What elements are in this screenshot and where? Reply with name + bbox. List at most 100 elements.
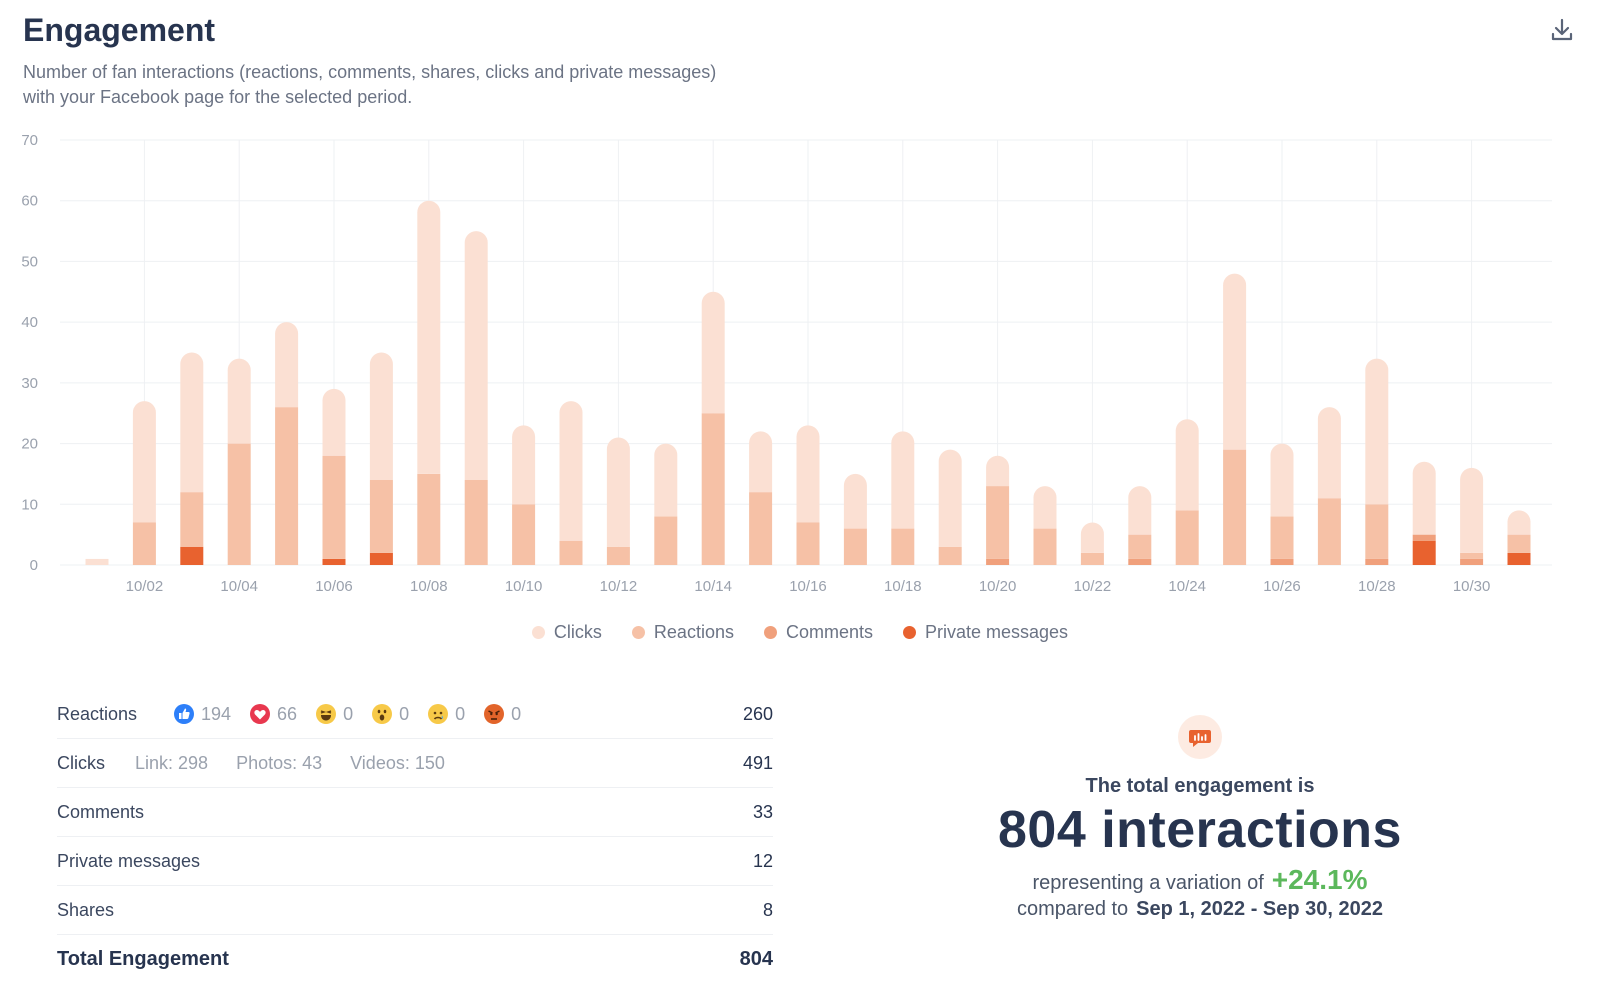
bar-reactions-10-05[interactable] xyxy=(275,407,299,565)
bar-reactions-10-27[interactable] xyxy=(1317,498,1341,565)
engagement-breakdown-table: Reactions 194 66 0 0 0 xyxy=(57,690,773,983)
bar-reactions-10-31[interactable] xyxy=(1507,534,1531,553)
bar-reactions-10-18[interactable] xyxy=(891,528,915,565)
bar-reactions-10-03[interactable] xyxy=(180,492,204,547)
bar-clicks-10-05[interactable] xyxy=(275,322,299,408)
bar-reactions-10-09[interactable] xyxy=(464,480,488,565)
bar-reactions-10-24[interactable] xyxy=(1175,510,1199,565)
x-tick-label: 10/30 xyxy=(1453,578,1491,595)
bar-clicks-10-30[interactable] xyxy=(1460,467,1484,553)
bar-comments-10-20[interactable] xyxy=(986,558,1010,565)
bar-clicks-10-15[interactable] xyxy=(749,431,773,493)
reaction-sad: 0 xyxy=(427,703,465,725)
bar-reactions-10-15[interactable] xyxy=(749,492,773,565)
bar-comments-10-28[interactable] xyxy=(1365,558,1389,565)
bar-clicks-10-13[interactable] xyxy=(654,443,678,517)
bar-reactions-10-06[interactable] xyxy=(322,455,346,559)
bar-private-messages-10-29[interactable] xyxy=(1412,540,1436,565)
bar-reactions-10-04[interactable] xyxy=(227,443,251,565)
bar-clicks-10-24[interactable] xyxy=(1175,419,1199,511)
bar-clicks-10-04[interactable] xyxy=(227,358,251,444)
bar-reactions-10-02[interactable] xyxy=(132,522,156,566)
bar-reactions-10-28[interactable] xyxy=(1365,504,1389,559)
download-icon[interactable] xyxy=(1548,16,1576,44)
comments-row: Comments 33 xyxy=(57,788,773,837)
bar-reactions-10-14[interactable] xyxy=(701,413,725,565)
bar-clicks-10-01[interactable] xyxy=(85,558,109,565)
engagement-summary: The total engagement is 804 interactions… xyxy=(850,715,1550,921)
bar-clicks-10-16[interactable] xyxy=(796,425,820,523)
clicks-breakdown: Link: 298 Photos: 43 Videos: 150 xyxy=(135,753,445,774)
bar-private-messages-10-06[interactable] xyxy=(322,558,346,565)
legend-label-reactions: Reactions xyxy=(653,622,734,642)
x-tick-label: 10/16 xyxy=(789,578,827,595)
bar-clicks-10-03[interactable] xyxy=(180,352,204,493)
bar-reactions-10-30[interactable] xyxy=(1460,552,1484,559)
reaction-like-count: 194 xyxy=(201,703,232,724)
bar-clicks-10-14[interactable] xyxy=(701,291,725,414)
bar-clicks-10-26[interactable] xyxy=(1270,443,1294,517)
bar-reactions-10-16[interactable] xyxy=(796,522,820,566)
bar-clicks-10-11[interactable] xyxy=(559,401,583,541)
reaction-wow: 0 xyxy=(371,703,409,725)
bar-clicks-10-06[interactable] xyxy=(322,388,346,456)
bar-reactions-10-22[interactable] xyxy=(1080,552,1104,565)
bar-reactions-10-20[interactable] xyxy=(986,486,1010,559)
bar-reactions-10-12[interactable] xyxy=(606,546,630,565)
legend-dot-reactions xyxy=(631,626,645,639)
bar-reactions-10-25[interactable] xyxy=(1223,449,1247,565)
x-tick-label: 10/14 xyxy=(694,578,732,595)
legend-item-private-messages[interactable]: Private messages xyxy=(903,622,1068,643)
reaction-sad-count: 0 xyxy=(455,703,466,724)
bar-private-messages-10-07[interactable] xyxy=(369,552,393,565)
bar-private-messages-10-31[interactable] xyxy=(1507,552,1531,565)
bar-clicks-10-23[interactable] xyxy=(1128,486,1152,535)
bar-clicks-10-20[interactable] xyxy=(986,455,1010,487)
bar-reactions-10-10[interactable] xyxy=(512,504,536,565)
reactions-value: 260 xyxy=(742,703,773,724)
bar-clicks-10-22[interactable] xyxy=(1080,522,1104,553)
legend-item-clicks[interactable]: Clicks xyxy=(531,622,602,643)
bar-reactions-10-11[interactable] xyxy=(559,540,583,565)
bar-reactions-10-17[interactable] xyxy=(843,528,867,565)
bar-reactions-10-21[interactable] xyxy=(1033,528,1057,565)
bar-reactions-10-23[interactable] xyxy=(1128,534,1152,559)
bar-clicks-10-27[interactable] xyxy=(1317,407,1341,499)
bar-clicks-10-17[interactable] xyxy=(843,473,867,529)
bar-private-messages-10-03[interactable] xyxy=(180,546,204,565)
legend-item-reactions[interactable]: Reactions xyxy=(631,622,734,643)
bar-comments-10-29[interactable] xyxy=(1412,534,1436,541)
bar-clicks-10-02[interactable] xyxy=(132,401,156,523)
bar-comments-10-30[interactable] xyxy=(1460,558,1484,565)
y-tick-label: 60 xyxy=(21,193,38,210)
variation-value: +24.1% xyxy=(1271,864,1368,895)
y-tick-label: 30 xyxy=(21,375,38,392)
bar-comments-10-23[interactable] xyxy=(1128,558,1152,565)
bar-clicks-10-18[interactable] xyxy=(891,431,915,529)
bar-clicks-10-25[interactable] xyxy=(1223,273,1247,450)
bar-clicks-10-28[interactable] xyxy=(1365,358,1389,505)
summary-total-interactions: 804 interactions xyxy=(998,801,1402,859)
bar-clicks-10-10[interactable] xyxy=(512,425,536,505)
wow-icon xyxy=(372,704,393,724)
bar-reactions-10-19[interactable] xyxy=(938,546,962,565)
bar-clicks-10-08[interactable] xyxy=(417,200,441,474)
bar-clicks-10-12[interactable] xyxy=(606,437,630,547)
bar-clicks-10-09[interactable] xyxy=(464,231,488,480)
bar-clicks-10-31[interactable] xyxy=(1507,510,1531,535)
bar-clicks-10-21[interactable] xyxy=(1033,486,1057,529)
reaction-breakdown: 194 66 0 0 0 0 xyxy=(173,703,521,725)
private-messages-value: 12 xyxy=(752,850,773,871)
x-tick-label: 10/12 xyxy=(600,578,638,595)
bar-clicks-10-07[interactable] xyxy=(369,352,393,481)
bar-clicks-10-29[interactable] xyxy=(1412,461,1436,535)
bar-comments-10-26[interactable] xyxy=(1270,558,1294,565)
legend-item-comments[interactable]: Comments xyxy=(763,622,873,643)
like-icon xyxy=(174,704,194,724)
bar-clicks-10-19[interactable] xyxy=(938,449,962,547)
variation-prefix: representing a variation of xyxy=(1032,872,1264,894)
bar-reactions-10-26[interactable] xyxy=(1270,516,1294,559)
bar-reactions-10-13[interactable] xyxy=(654,516,678,565)
bar-reactions-10-08[interactable] xyxy=(417,473,441,565)
bar-reactions-10-07[interactable] xyxy=(369,480,393,553)
